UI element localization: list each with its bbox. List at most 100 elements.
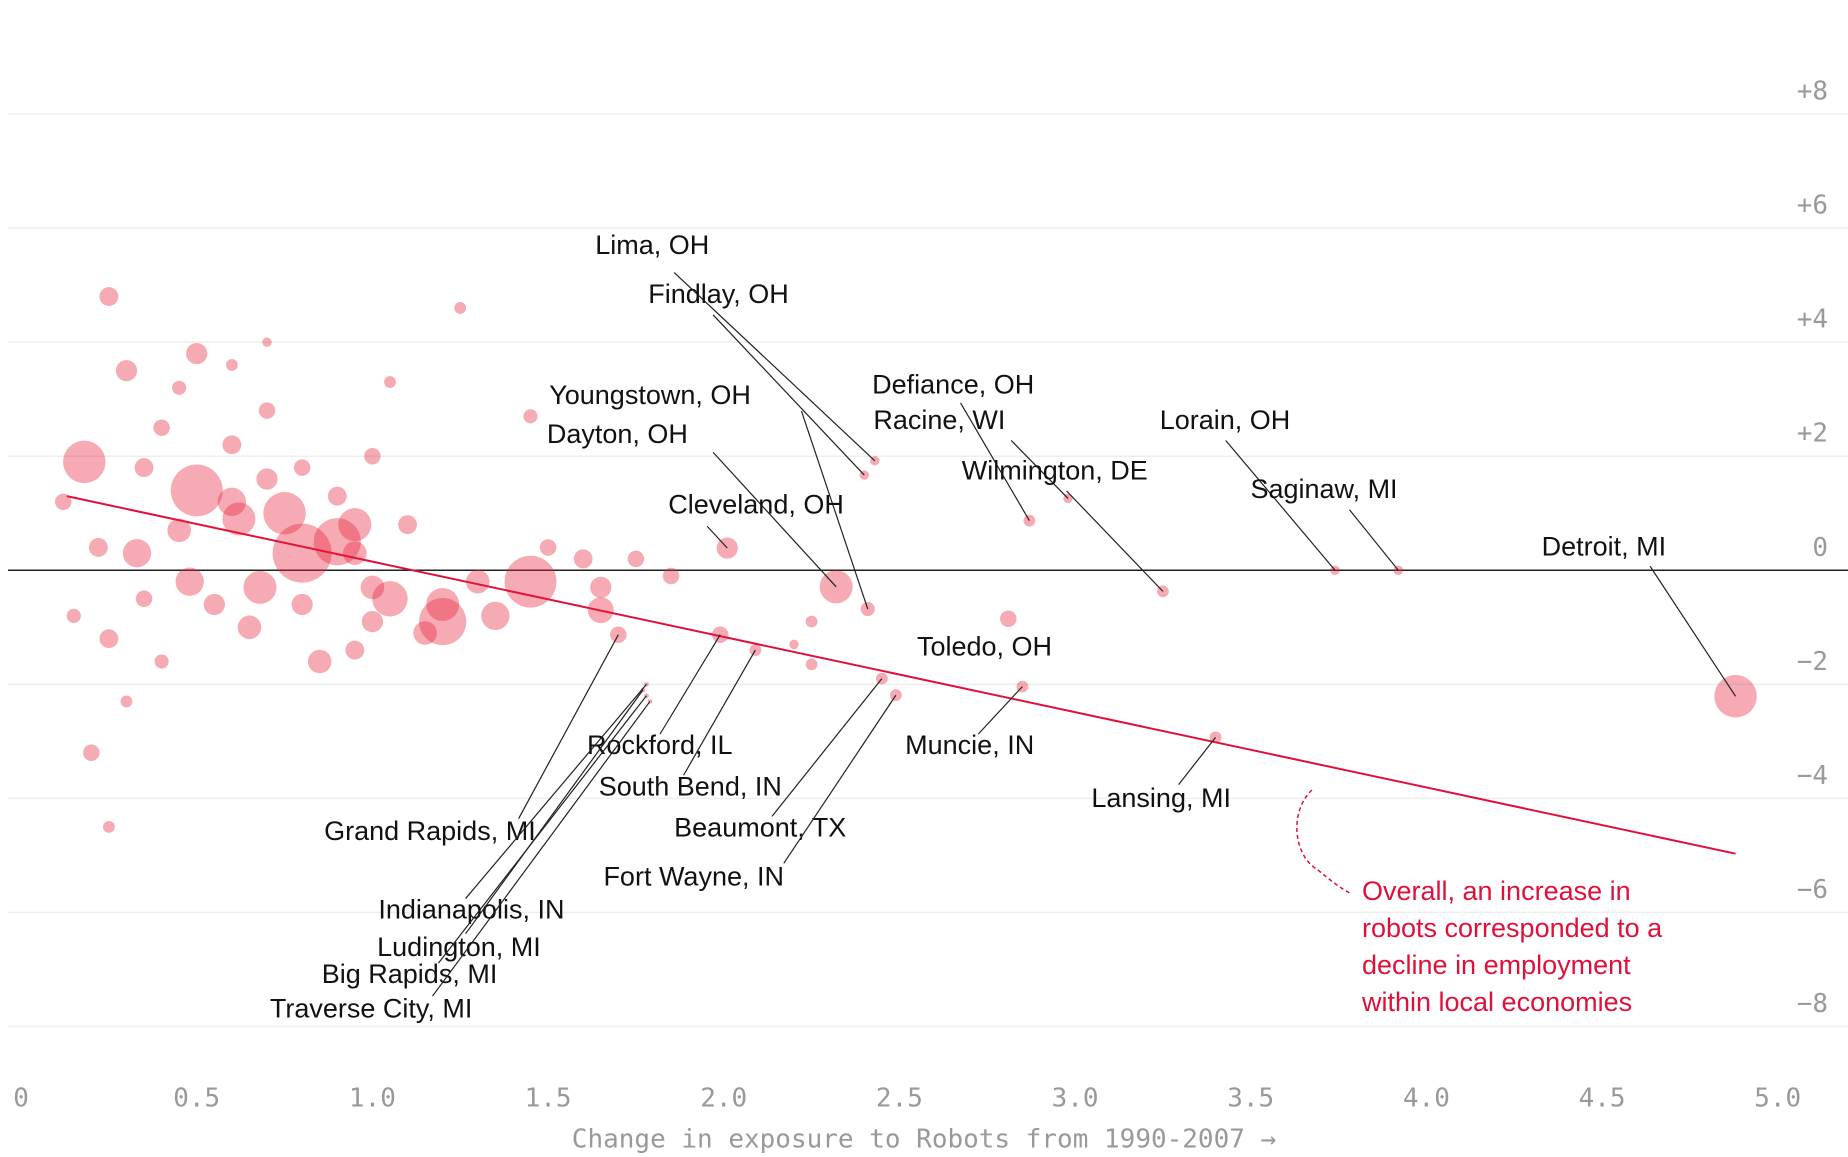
bubble (103, 820, 115, 833)
bubble (805, 658, 818, 671)
bubble (293, 459, 311, 476)
city-label: Lansing, MI (1091, 783, 1231, 813)
bubble (313, 518, 361, 566)
leader-line (437, 695, 647, 964)
x-tick-label: 1.5 (525, 1084, 572, 1114)
bubble (413, 621, 437, 645)
bubble (172, 380, 187, 395)
bubble (217, 487, 247, 516)
bubble (875, 672, 888, 685)
bubble (419, 597, 467, 646)
bubble (1209, 731, 1222, 744)
bubble (749, 644, 762, 657)
city-label: Wilmington, DE (962, 455, 1148, 485)
y-tick-label: −6 (1797, 875, 1828, 905)
city-label: Detroit, MI (1542, 532, 1667, 562)
bubble (63, 440, 106, 484)
x-tick-label: 0.5 (173, 1084, 220, 1114)
bubble (99, 629, 119, 649)
x-tick-label: 3.0 (1052, 1084, 1099, 1114)
bubble (360, 575, 385, 600)
annotation-arrow (1296, 789, 1351, 894)
leader-line (771, 678, 883, 817)
x-tick-label: 3.5 (1227, 1084, 1274, 1114)
leader-line (1178, 736, 1217, 786)
y-tick-label: +6 (1797, 191, 1828, 221)
bubble (66, 608, 81, 623)
leader-line (465, 683, 647, 899)
y-tick-label: −2 (1797, 647, 1828, 677)
city-label: South Bend, IN (599, 771, 782, 801)
x-tick-label: 0 (13, 1084, 29, 1114)
bubble (426, 587, 460, 622)
leader-line (1225, 440, 1336, 571)
bubble (372, 581, 408, 617)
bubble (307, 649, 332, 674)
bubble (258, 402, 276, 419)
grid: +8 +6 +4 +2 0 −2 −4 −6 −8 0 0.5 1.0 1.5 2.0 2.5 3.0 3.5 4… (8, 77, 1848, 1114)
bubble (364, 447, 381, 465)
city-label: Lima, OH (595, 230, 709, 260)
city-label: Rockford, IL (587, 730, 733, 760)
bubble (262, 337, 272, 347)
bubble (327, 486, 347, 506)
annotation: decline in employment (1362, 950, 1631, 980)
leader-line (1066, 490, 1164, 592)
y-tick-label: −8 (1797, 989, 1828, 1019)
x-tick-label: 2.0 (700, 1084, 747, 1114)
y-tick-label: +4 (1797, 305, 1828, 335)
bubble (481, 601, 510, 631)
annotation: robots corresponded to a (1362, 913, 1663, 943)
bubble (291, 593, 313, 616)
bubble (590, 576, 612, 598)
y-tick-label: +8 (1797, 77, 1828, 107)
bubble (573, 549, 593, 569)
leader-line (432, 701, 651, 997)
bubble (789, 639, 799, 650)
city-label: Grand Rapids, MI (324, 816, 536, 846)
annotation: within local economies (1361, 987, 1632, 1017)
city-labels: Lima, OH Findlay, OH Youngstown, OH Dayton,… (270, 230, 1737, 1023)
leader-line (783, 694, 897, 864)
bubble (222, 502, 256, 536)
city-label: Beaumont, TX (674, 812, 846, 842)
bubble (539, 539, 557, 556)
bubble (256, 468, 278, 490)
bubble (237, 615, 262, 640)
leader-line (1349, 509, 1399, 571)
city-label: Youngstown, OH (549, 380, 751, 410)
x-tick-label: 1.0 (349, 1084, 396, 1114)
annotation: Overall, an increase in (1362, 876, 1631, 906)
bubble (122, 539, 152, 568)
city-label: Fort Wayne, IN (603, 862, 784, 892)
bubble (186, 342, 208, 365)
bubble (167, 518, 191, 543)
bubble (115, 360, 138, 382)
leader-line (683, 649, 756, 776)
bubble (523, 409, 538, 424)
y-tick-label: −4 (1797, 761, 1828, 791)
bubble (134, 458, 154, 478)
city-label: Lorain, OH (1160, 405, 1291, 435)
bubble (384, 376, 396, 388)
bubble (225, 359, 238, 371)
bubble (627, 550, 645, 568)
city-label: Cleveland, OH (668, 489, 844, 519)
leader-line (712, 451, 837, 588)
bubble (135, 590, 153, 608)
leader-line (673, 272, 876, 462)
leader-line (518, 634, 619, 819)
bubble (243, 570, 277, 604)
x-axis-label: Change in exposure to Robots from 1990-2… (572, 1125, 1276, 1155)
leader-line (977, 686, 1023, 735)
bubble (170, 464, 223, 517)
bubble (99, 287, 119, 306)
leader-line (960, 402, 1030, 521)
city-label: Racine, WI (873, 405, 1005, 435)
bubble (222, 435, 242, 455)
y-tick-label: 0 (1812, 533, 1828, 563)
bubble (889, 689, 902, 702)
leader-line (800, 410, 869, 610)
bubble (88, 538, 108, 557)
bubble (343, 541, 367, 565)
